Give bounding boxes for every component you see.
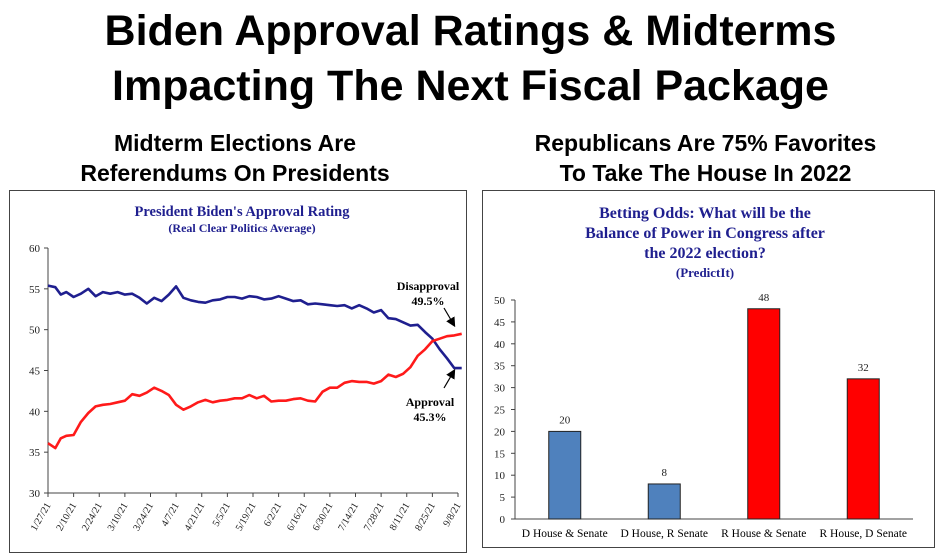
category-label: R House, D Senate xyxy=(819,528,907,540)
y-tick-label: 30 xyxy=(29,488,41,500)
slide-title-line-1: Biden Approval Ratings & Midterms xyxy=(104,7,837,55)
disapproval-value: 49.5% xyxy=(412,294,445,308)
y-tick-label: 55 xyxy=(29,284,41,296)
y-tick-label: 60 xyxy=(29,243,41,255)
betting-odds-chart-panel: Betting Odds: What will be the Balance o… xyxy=(482,190,935,548)
approval-arrow xyxy=(443,368,456,389)
bar xyxy=(747,308,781,520)
x-tick-label: 2/24/21 xyxy=(80,501,105,533)
y-tick-label: 50 xyxy=(29,325,41,337)
right-subtitle-line-2: To Take The House In 2022 xyxy=(559,160,852,186)
y-tick-label: 35 xyxy=(494,361,506,373)
approval-chart-subtitle: (Real Clear Politics Average) xyxy=(168,221,315,235)
betting-odds-subtitle: (PredictIt) xyxy=(676,265,734,280)
x-tick-label: 9/8/21 xyxy=(441,501,463,529)
y-tick-label: 45 xyxy=(494,317,506,329)
x-tick-label: 7/14/21 xyxy=(336,501,361,533)
x-tick-label: 7/28/21 xyxy=(362,501,387,533)
bar xyxy=(647,483,681,520)
bar xyxy=(548,430,582,520)
y-tick-label: 0 xyxy=(500,514,506,526)
y-tick-label: 50 xyxy=(494,295,506,307)
bar-value-label: 32 xyxy=(858,362,869,374)
category-label: R House & Senate xyxy=(721,528,806,540)
y-tick-label: 20 xyxy=(494,426,506,438)
slide-title-line-2: Impacting The Next Fiscal Package xyxy=(112,62,829,110)
disapproval-line xyxy=(47,284,462,370)
right-subtitle-line-1: Republicans Are 75% Favorites xyxy=(534,130,877,156)
betting-odds-title-line-1: Betting Odds: What will be the xyxy=(599,205,811,222)
approval-chart: President Biden's Approval Rating (Real … xyxy=(29,204,464,533)
bar xyxy=(846,378,880,520)
left-subtitle-line-1: Midterm Elections Are xyxy=(114,130,356,156)
y-tick-label: 40 xyxy=(494,339,506,351)
x-tick-label: 4/21/21 xyxy=(183,501,208,533)
y-tick-label: 30 xyxy=(494,383,506,395)
x-tick-label: 2/10/21 xyxy=(54,501,79,533)
x-tick-label: 3/10/21 xyxy=(106,501,131,533)
approval-chart-panel: President Biden's Approval Rating (Real … xyxy=(9,190,467,553)
approval-chart-title: President Biden's Approval Rating xyxy=(135,204,351,220)
betting-odds-axes: 0 5 10 15 20 25 30 35 40 45 50 D House & Senate D Ho… xyxy=(494,295,913,540)
y-tick-label: 40 xyxy=(29,406,41,418)
y-tick-label: 5 xyxy=(500,492,506,504)
bar-value-label: 20 xyxy=(559,414,571,426)
y-tick-label: 15 xyxy=(494,448,506,460)
x-tick-label: 1/27/21 xyxy=(29,501,54,533)
y-tick-label: 45 xyxy=(29,366,41,378)
x-tick-label: 3/24/21 xyxy=(131,501,156,533)
category-label: D House, R Senate xyxy=(620,528,708,540)
category-label: D House & Senate xyxy=(522,528,608,540)
betting-odds-title-line-2: Balance of Power in Congress after xyxy=(585,225,825,242)
disapproval-arrow xyxy=(443,307,456,328)
x-tick-label: 5/5/21 xyxy=(211,501,233,529)
approval-chart-lines xyxy=(47,284,462,450)
x-tick-label: 8/25/21 xyxy=(413,501,438,533)
left-subtitle-line-2: Referendums On Presidents xyxy=(80,160,390,186)
bar-value-label: 8 xyxy=(662,467,668,479)
bar-value-label: 48 xyxy=(758,292,770,304)
approval-line xyxy=(47,332,462,450)
x-tick-label: 4/7/21 xyxy=(159,501,181,529)
disapproval-label: Disapproval xyxy=(397,279,460,293)
betting-odds-chart: Betting Odds: What will be the Balance o… xyxy=(494,205,913,540)
x-tick-label: 6/30/21 xyxy=(311,501,336,533)
approval-label: Approval xyxy=(406,395,455,409)
y-tick-label: 25 xyxy=(494,405,506,417)
x-tick-label: 8/11/21 xyxy=(388,501,413,533)
y-tick-label: 10 xyxy=(494,470,506,482)
x-tick-label: 5/19/21 xyxy=(234,501,259,533)
x-tick-label: 6/2/21 xyxy=(262,501,284,529)
x-tick-label: 6/16/21 xyxy=(285,501,310,533)
betting-odds-title-line-3: the 2022 election? xyxy=(644,245,766,262)
approval-value: 45.3% xyxy=(414,410,447,424)
betting-odds-bars: 20 8 48 32 xyxy=(548,292,880,520)
y-tick-label: 35 xyxy=(29,447,41,459)
